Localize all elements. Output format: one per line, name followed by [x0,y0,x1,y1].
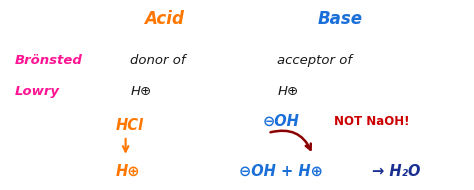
Text: → H₂O: → H₂O [372,164,420,178]
Text: donor of: donor of [130,54,186,67]
Text: H⊕: H⊕ [277,85,299,98]
Text: NOT NaOH!: NOT NaOH! [334,115,410,128]
Text: ⊖OH + H⊕: ⊖OH + H⊕ [239,164,323,178]
Text: H⊕: H⊕ [130,85,152,98]
Text: Base: Base [318,10,363,28]
Text: Acid: Acid [145,10,184,28]
Text: acceptor of: acceptor of [277,54,352,67]
Text: H⊕: H⊕ [116,164,141,178]
Text: HCl: HCl [116,118,144,133]
Text: Brönsted: Brönsted [14,54,82,67]
Text: Lowry: Lowry [14,85,59,98]
Text: ⊖OH: ⊖OH [263,114,300,129]
